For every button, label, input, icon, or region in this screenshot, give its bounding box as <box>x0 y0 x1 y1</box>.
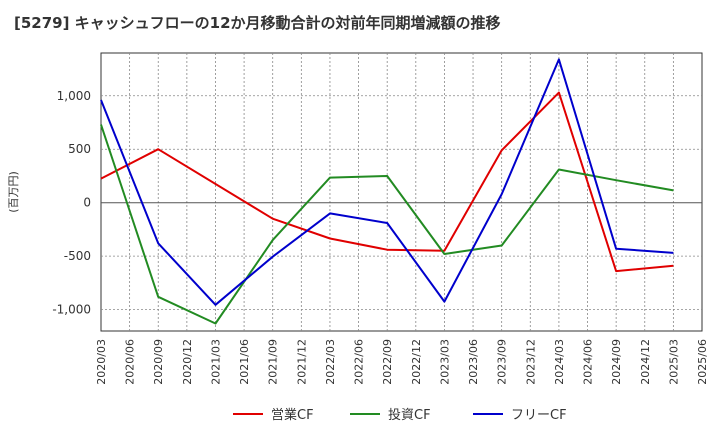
x-tick-label: 2021/06 <box>238 339 251 385</box>
x-tick-label: 2024/09 <box>610 339 623 385</box>
x-tick-label: 2024/12 <box>639 339 652 385</box>
x-tick-label: 2023/09 <box>496 339 509 385</box>
x-tick-label: 2024/06 <box>582 339 595 385</box>
y-axis-ticks: 1,000 500 0 -500 -1,000 <box>52 89 91 317</box>
series-line <box>100 124 674 325</box>
y-tick-label: -500 <box>64 249 91 263</box>
plot-area <box>100 52 703 332</box>
y-tick-label: 1,000 <box>57 89 91 103</box>
y-tick-label: 0 <box>83 196 91 210</box>
x-tick-label: 2023/03 <box>438 339 451 385</box>
x-tick-label: 2025/06 <box>696 339 709 385</box>
x-tick-label: 2020/03 <box>95 339 108 385</box>
x-tick-label: 2025/03 <box>667 339 680 385</box>
chart-title: [5279] キャッシュフローの12か月移動合計の対前年同期増減額の推移 <box>14 14 501 32</box>
x-tick-label: 2021/09 <box>267 339 280 385</box>
x-tick-label: 2022/09 <box>381 339 394 385</box>
x-tick-label: 2022/06 <box>353 339 366 385</box>
x-tick-label: 2023/06 <box>467 339 480 385</box>
x-tick-label: 2024/03 <box>553 339 566 385</box>
x-tick-label: 2020/06 <box>124 339 137 385</box>
x-tick-label: 2022/03 <box>324 339 337 385</box>
series-line <box>100 91 674 273</box>
gridlines <box>101 53 702 331</box>
y-tick-label: 500 <box>68 142 91 156</box>
legend-label: 営業CF <box>271 407 314 423</box>
x-tick-label: 2020/09 <box>152 339 165 385</box>
legend: 営業CF 投資CF フリーCF <box>233 407 567 423</box>
x-tick-label: 2022/12 <box>410 339 423 385</box>
series-lines <box>100 58 674 325</box>
y-tick-label: -1,000 <box>52 303 91 317</box>
x-tick-label: 2021/03 <box>209 339 222 385</box>
y-axis-label: (百万円) <box>7 171 20 213</box>
series-line <box>100 58 674 306</box>
x-tick-label: 2023/12 <box>524 339 537 385</box>
x-tick-label: 2020/12 <box>181 339 194 385</box>
legend-label: 投資CF <box>388 407 431 423</box>
legend-label: フリーCF <box>511 408 567 423</box>
x-tick-label: 2021/12 <box>295 339 308 385</box>
x-axis-ticks: 2020/03 2020/06 2020/09 2020/12 2021/03 2021/… <box>95 339 709 385</box>
